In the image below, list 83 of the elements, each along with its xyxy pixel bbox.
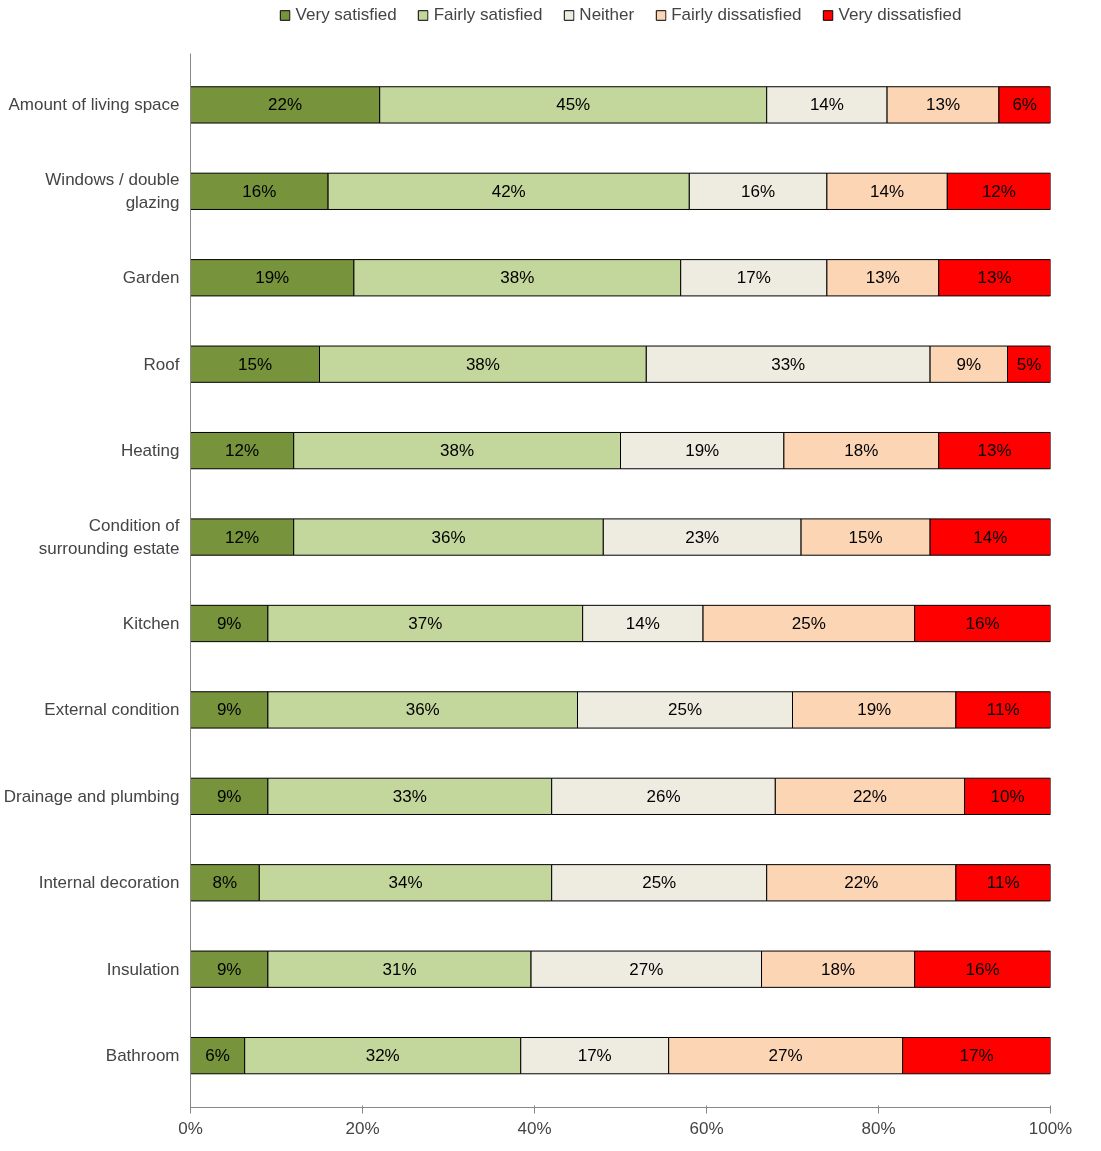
data-label: 13%: [977, 268, 1012, 288]
legend-label: Very dissatisfied: [838, 5, 962, 25]
data-label: 33%: [771, 354, 806, 374]
data-label: 13%: [925, 95, 961, 115]
data-label: 11%: [986, 700, 1020, 720]
y-tick-label: Drainage and plumbing: [3, 786, 180, 806]
data-label: 27%: [629, 959, 664, 979]
y-tick-label: Bathroom: [105, 1046, 180, 1066]
data-label: 18%: [844, 441, 879, 461]
data-label: 17%: [577, 1046, 612, 1066]
data-label: 9%: [216, 959, 242, 979]
data-label: 5%: [1016, 354, 1042, 374]
data-label: 6%: [205, 1046, 230, 1066]
data-label: 12%: [225, 441, 260, 461]
data-label: 12%: [981, 181, 1016, 201]
legend-label: Neither: [579, 5, 635, 25]
data-label: 36%: [431, 527, 466, 547]
x-tick-label: 20%: [345, 1118, 380, 1138]
data-label: 42%: [491, 181, 526, 201]
data-label: 22%: [844, 873, 879, 893]
data-label: 22%: [852, 786, 887, 806]
y-tick-label: Internal decoration: [38, 873, 180, 893]
data-label: 14%: [625, 613, 660, 633]
data-label: 37%: [408, 613, 443, 633]
data-label: 38%: [465, 354, 500, 374]
data-label: 26%: [646, 786, 681, 806]
data-label: 36%: [405, 700, 440, 720]
data-label: 9%: [956, 354, 982, 374]
data-label: 38%: [500, 268, 535, 288]
data-label: 16%: [965, 959, 1000, 979]
y-tick-label: Roof: [143, 354, 180, 374]
y-tick-label: External condition: [44, 700, 180, 720]
y-tick-label: Heating: [120, 441, 180, 461]
data-label: 25%: [642, 873, 677, 893]
legend-label: Fairly dissatisfied: [671, 5, 802, 25]
x-tick-label: 40%: [517, 1118, 552, 1138]
data-label: 25%: [791, 613, 826, 633]
y-tick-label: Condition of surrounding estate: [38, 516, 180, 558]
data-label: 13%: [865, 268, 900, 288]
data-label: 8%: [212, 873, 238, 893]
data-label: 34%: [388, 873, 423, 893]
x-tick-label: 100%: [1028, 1118, 1073, 1138]
data-label: 31%: [382, 959, 417, 979]
y-tick-label: Insulation: [106, 959, 180, 979]
data-label: 18%: [821, 959, 856, 979]
data-label: 23%: [685, 527, 720, 547]
y-tick-label: Windows / double glazing: [45, 170, 180, 213]
data-label: 33%: [392, 786, 427, 806]
data-label: 14%: [973, 527, 1008, 547]
y-tick-label: Amount of living space: [8, 95, 180, 115]
data-label: 9%: [216, 613, 242, 633]
data-label: 16%: [242, 181, 277, 201]
data-label: 19%: [685, 441, 720, 461]
data-label: 9%: [216, 700, 242, 720]
data-label: 25%: [667, 700, 703, 720]
data-label: 16%: [741, 181, 776, 201]
data-label: 15%: [237, 354, 273, 374]
data-label: 15%: [848, 527, 883, 547]
x-tick-label: 80%: [861, 1118, 896, 1138]
legend-label: Fairly satisfied: [433, 5, 543, 25]
data-label: 12%: [225, 527, 260, 547]
data-label: 10%: [990, 786, 1025, 806]
x-tick-label: 0%: [178, 1118, 203, 1138]
data-label: 19%: [857, 700, 892, 720]
data-label: 17%: [736, 268, 771, 288]
data-label: 14%: [870, 181, 905, 201]
data-label: 9%: [216, 786, 242, 806]
data-label: 14%: [809, 95, 844, 115]
data-label: 27%: [768, 1046, 803, 1066]
legend-label: Very satisfied: [295, 5, 397, 25]
data-label: 13%: [977, 441, 1012, 461]
data-label: 45%: [556, 95, 591, 115]
data-label: 17%: [959, 1046, 994, 1066]
x-tick-label: 60%: [689, 1118, 724, 1138]
data-label: 19%: [255, 268, 290, 288]
data-label: 22%: [268, 95, 303, 115]
y-tick-label: Kitchen: [122, 613, 180, 633]
data-label: 38%: [440, 441, 475, 461]
y-tick-label: Garden: [122, 268, 180, 288]
data-label: 6%: [1012, 95, 1037, 115]
data-label: 16%: [965, 613, 1000, 633]
data-label: 32%: [365, 1046, 400, 1066]
data-label: 11%: [986, 873, 1020, 893]
